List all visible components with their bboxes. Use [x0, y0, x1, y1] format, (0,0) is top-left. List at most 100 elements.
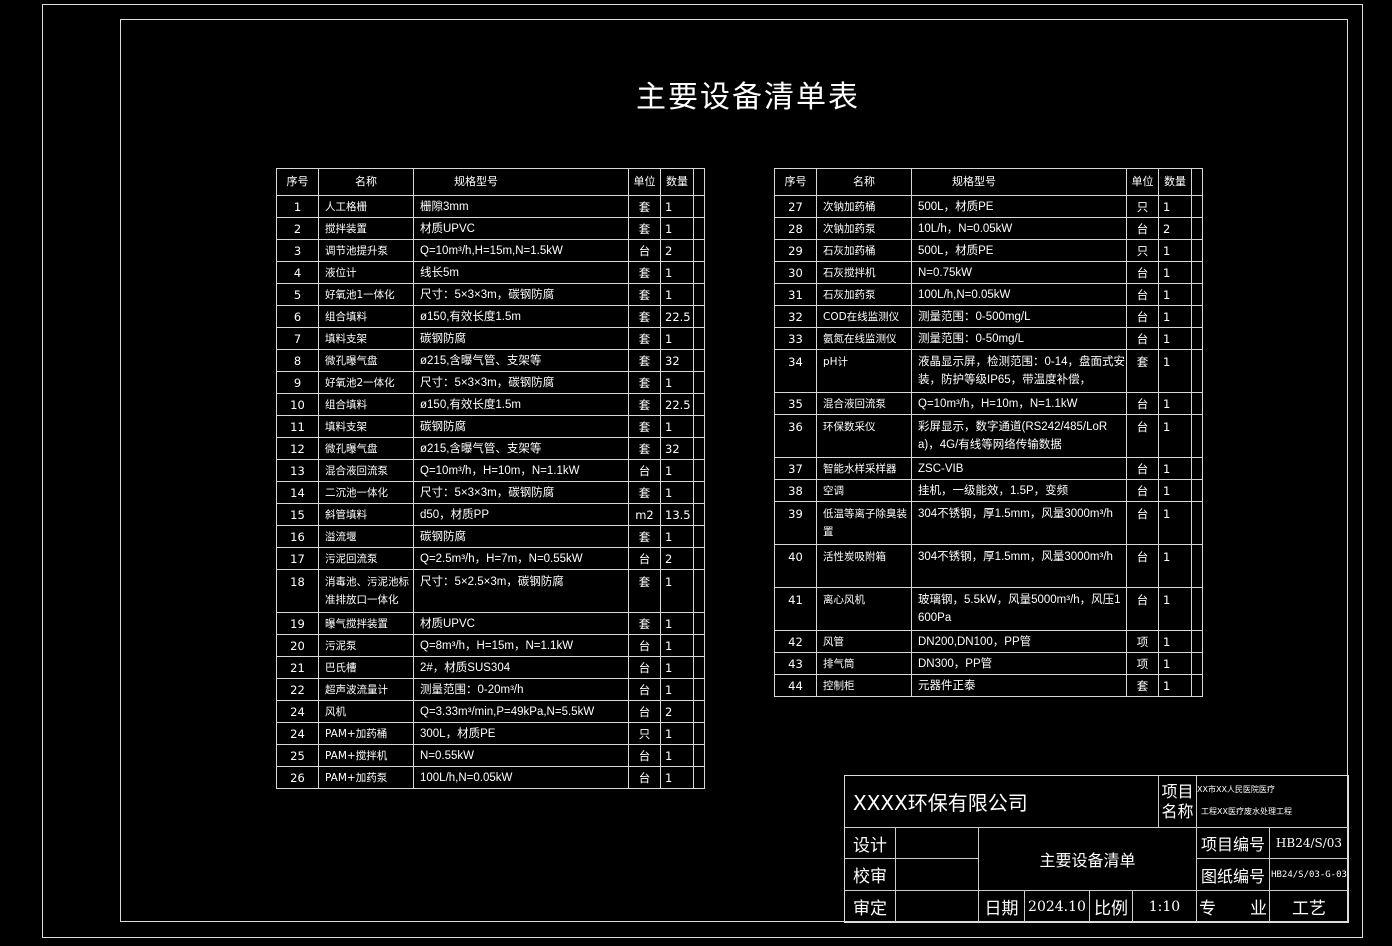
table-row: 34 pH计 液晶显示屏，检测范围：0-14，盘面式安装，防护等级IP65，带温度补… [774, 349, 1203, 393]
cell-unit: 只 [1126, 195, 1159, 218]
cell-unit: 台 [1126, 217, 1159, 240]
cell-unit: 套 [628, 283, 661, 306]
cell-unit: 套 [628, 569, 661, 613]
cell-no: 16 [276, 525, 319, 548]
cell-no: 28 [774, 217, 817, 240]
cell-name: PAM+加药泵 [318, 766, 414, 789]
cell-no: 31 [774, 283, 817, 306]
header-unit: 单位 [1126, 168, 1159, 196]
cell-blank [693, 393, 705, 416]
cell-spec: 100L/h,N=0.05kW [413, 766, 629, 789]
cell-spec: 尺寸：5×3×3m，碳钢防腐 [413, 481, 629, 504]
table-row: 15 斜管填料 d50，材质PP m2 13.5 [276, 503, 705, 526]
cell-qty: 1 [1158, 630, 1192, 653]
cell-unit: 台 [1126, 587, 1159, 631]
cell-name: pH计 [816, 349, 912, 393]
cell-unit: 套 [628, 349, 661, 372]
cell-unit: 套 [628, 393, 661, 416]
table-row: 32 COD在线监测仪 测量范围：0-500mg/L 台 1 [774, 305, 1203, 328]
cell-spec: 100L/h,N=0.05kW [911, 283, 1127, 306]
table-row: 40 活性炭吸附箱 304不锈钢，厚1.5mm，风量3000m³/h 台 1 [774, 544, 1203, 588]
cell-qty: 1 [660, 656, 694, 679]
cell-blank [1191, 501, 1203, 545]
cell-blank [693, 569, 705, 613]
cell-unit: 项 [1126, 630, 1159, 653]
cell-spec: N=0.55kW [413, 744, 629, 767]
cell-qty: 22.5 [660, 305, 694, 328]
cell-name: 混合液回流泵 [816, 392, 912, 415]
cell-blank [693, 459, 705, 482]
cell-blank [1191, 239, 1203, 262]
cell-spec: 碳钢防腐 [413, 525, 629, 548]
cell-name: PAM+加药桶 [318, 722, 414, 745]
cell-qty: 1 [1158, 392, 1192, 415]
cell-unit: 项 [1126, 652, 1159, 675]
header-blank [693, 168, 705, 196]
cell-name: PAM+搅拌机 [318, 744, 414, 767]
table-row: 42 风管 DN200,DN100，PP管项 1 [774, 630, 1203, 653]
cell-qty: 13.5 [660, 503, 694, 526]
cell-name: 填料支架 [318, 327, 414, 350]
cell-name: 风管 [816, 630, 912, 653]
cell-name: 巴氏槽 [318, 656, 414, 679]
cell-blank [693, 612, 705, 635]
header-name: 名称 [816, 168, 912, 196]
cell-spec: ø150,有效长度1.5m [413, 305, 629, 328]
cell-unit: 台 [628, 766, 661, 789]
cell-name: 曝气搅拌装置 [318, 612, 414, 635]
scale-label: 比例 [1094, 899, 1128, 919]
design-label: 设计 [853, 835, 887, 856]
cell-spec: 304不锈钢，厚1.5mm，风量3000m³/h [911, 501, 1127, 545]
cell-blank [693, 744, 705, 767]
cell-blank [693, 766, 705, 789]
cell-spec: DN300，PP管 [911, 652, 1127, 675]
cell-unit: 台 [1126, 544, 1159, 588]
cell-name: 智能水样采样器 [816, 457, 912, 480]
cell-unit: 台 [1126, 327, 1159, 350]
cell-no: 12 [276, 437, 319, 460]
cell-blank [693, 678, 705, 701]
cell-name: 组合填料 [318, 393, 414, 416]
cell-spec: 碳钢防腐 [413, 327, 629, 350]
table-row: 31 石灰加药泵 100L/h,N=0.05kW 台 1 [774, 283, 1203, 306]
cell-name: 石灰加药桶 [816, 239, 912, 262]
cell-blank [1191, 327, 1203, 350]
page-title: 主要设备清单表 [636, 80, 860, 115]
cell-spec: 300L，材质PE [413, 722, 629, 745]
cell-unit: 套 [628, 612, 661, 635]
cell-unit: 套 [628, 195, 661, 218]
cell-spec: 500L，材质PE [911, 239, 1127, 262]
cell-unit: 台 [628, 700, 661, 723]
cell-no: 8 [276, 349, 319, 372]
cell-name: 微孔曝气盘 [318, 349, 414, 372]
project-no: HB24/S/03 [1275, 836, 1343, 850]
cell-spec: 10L/h，N=0.05kW [911, 217, 1127, 240]
cell-blank [693, 481, 705, 504]
header-no: 序号 [774, 168, 817, 196]
cell-no: 43 [774, 652, 817, 675]
cell-spec: Q=10m³/h,H=15m,N=1.5kW [413, 239, 629, 262]
table-row: 20 污泥泵 Q=8m³/h，H=15m，N=1.1kW 台 1 [276, 634, 705, 657]
table-row: 28 次钠加药泵 10L/h，N=0.05kW 台 2 [774, 217, 1203, 240]
table-row: 18 消毒池、污泥池标准排放口一体化 尺寸：5×2.5×3m，碳钢防腐套 1 [276, 569, 705, 613]
cell-qty: 2 [660, 547, 694, 570]
cell-qty: 1 [660, 525, 694, 548]
table-row: 25 PAM+搅拌机 N=0.55kW 台 1 [276, 744, 705, 767]
cell-blank [1191, 305, 1203, 328]
cell-no: 22 [276, 678, 319, 701]
cell-no: 24 [276, 700, 319, 723]
table-row: 17 污泥回流泵 Q=2.5m³/h，H=7m，N=0.55kW 台 2 [276, 547, 705, 570]
cell-unit: 台 [1126, 414, 1159, 458]
cell-unit: 套 [628, 305, 661, 328]
cell-name: 液位计 [318, 261, 414, 284]
cell-blank [1191, 630, 1203, 653]
header-spec: 规格型号 [911, 168, 1127, 196]
cell-spec: 栅隙3mm [413, 195, 629, 218]
cell-blank [693, 217, 705, 240]
header-name: 名称 [318, 168, 414, 196]
cell-no: 3 [276, 239, 319, 262]
cell-qty: 22.5 [660, 393, 694, 416]
table-row: 37 智能水样采样器 ZSC-VIB 台 1 [774, 457, 1203, 480]
outer-frame [42, 4, 1363, 938]
cell-no: 40 [774, 544, 817, 588]
